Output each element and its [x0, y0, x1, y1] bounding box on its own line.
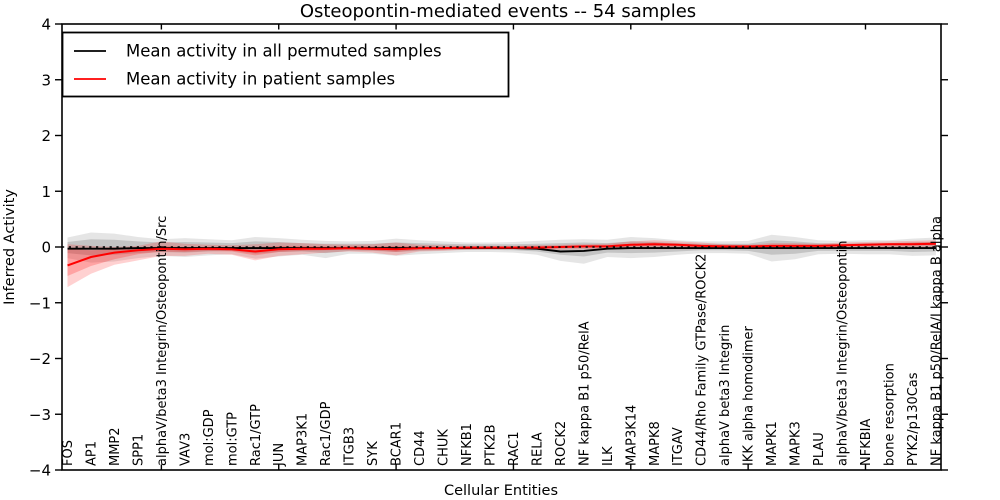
x-tick-label: NFKBIA	[859, 419, 874, 466]
x-tick-label: MAPK3	[789, 421, 804, 466]
x-tick-label: ITGB3	[343, 427, 358, 466]
x-tick-label: SYK	[366, 441, 381, 466]
legend: Mean activity in all permuted samples Me…	[61, 31, 510, 98]
x-tick-label: ROCK2	[554, 421, 569, 466]
x-tick-label: mol:GDP	[202, 409, 217, 466]
x-tick-label: BCAR1	[390, 422, 405, 466]
x-tick-label: CD44/Rho Family GTPase/ROCK2	[695, 254, 710, 466]
x-tick-label: MAPK8	[648, 421, 663, 466]
y-tick-label: −1	[29, 294, 51, 312]
y-tick-label: 3	[41, 71, 51, 89]
x-tick-label: alphaV beta3 Integrin	[718, 325, 733, 466]
axis-ticks	[55, 23, 948, 471]
x-tick-label: CD44	[413, 430, 428, 466]
legend-label-permuted: Mean activity in all permuted samples	[126, 42, 442, 61]
x-tick-label: SPP1	[131, 434, 146, 466]
x-tick-label: alphaV/beta3 Integrin/Osteopontin/Src	[155, 216, 170, 466]
x-tick-label: ILK	[601, 446, 616, 466]
patient-mean-line	[67, 242, 936, 267]
legend-label-patient: Mean activity in patient samples	[126, 70, 395, 89]
x-tick-label: alphaV/beta3 Integrin/Osteopontin	[836, 241, 851, 466]
x-tick-label: MAP3K1	[296, 413, 311, 466]
y-tick-label: −2	[29, 350, 51, 368]
x-tick-label: NF kappa B1 p50/RelA	[577, 321, 592, 466]
y-tick-label: 1	[41, 183, 51, 201]
legend-box	[61, 31, 510, 98]
x-tick-label: PYK2/p130Cas	[906, 372, 921, 466]
x-tick-labels: FOS AP1 MMP2 SPP1 alphaV/beta3 Integrin/Oste…	[61, 216, 944, 467]
x-axis-label: Cellular Entities	[444, 483, 558, 499]
x-tick-label: RELA	[530, 432, 545, 466]
x-tick-label: CHUK	[437, 429, 452, 466]
y-tick-label: 4	[41, 16, 51, 34]
patient-band-inner	[67, 242, 936, 276]
x-tick-label: MMP2	[108, 427, 123, 466]
y-tick-label: −4	[29, 462, 51, 480]
series-lines	[62, 242, 941, 267]
plot-bands	[67, 232, 936, 288]
x-tick-label: NFKB1	[460, 423, 475, 466]
chart-title: Osteopontin-mediated events -- 54 sample…	[300, 1, 696, 22]
y-tick-label: −3	[29, 406, 51, 424]
y-axis-label: Inferred Activity	[2, 189, 18, 305]
y-tick-labels: 4 3 2 1 0 −1 −2 −3 −4	[29, 16, 51, 480]
x-tick-label: MAP3K14	[624, 405, 639, 466]
x-tick-label: AP1	[85, 441, 100, 466]
x-tick-label: Rac1/GTP	[249, 404, 264, 466]
x-tick-label: bone resorption	[883, 363, 898, 466]
x-tick-label: NF kappa B1 p50/RelA/I kappa B alpha	[929, 216, 944, 466]
x-tick-label: JUN	[272, 443, 287, 467]
x-tick-label: Rac1/GDP	[319, 401, 334, 466]
patient-band-outer	[67, 240, 936, 288]
x-tick-label: VAV3	[178, 433, 193, 466]
x-tick-label: PLAU	[812, 432, 827, 466]
x-tick-label: MAPK1	[765, 421, 780, 466]
x-tick-label: IKK alpha homodimer	[742, 325, 757, 466]
x-tick-label: PTK2B	[484, 425, 499, 467]
x-tick-label: ITGAV	[671, 427, 686, 466]
y-tick-label: 0	[41, 239, 51, 257]
plot-frame	[61, 23, 942, 471]
x-tick-label: RAC1	[507, 431, 522, 466]
x-tick-label: mol:GTP	[225, 412, 240, 466]
x-tick-label: FOS	[61, 440, 76, 466]
y-tick-label: 2	[41, 127, 51, 145]
